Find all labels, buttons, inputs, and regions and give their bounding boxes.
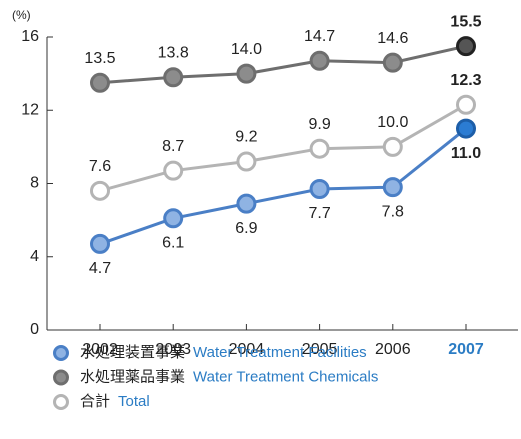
data-label: 15.5 — [450, 13, 481, 30]
y-axis-label: (%) — [12, 8, 31, 22]
y-tick-label: 8 — [30, 175, 39, 192]
marker — [382, 177, 403, 198]
legend-name-en: Water Treatment Chemicals — [193, 368, 378, 385]
y-tick-label: 12 — [21, 101, 39, 118]
legend-name: 水処理装置事業 — [80, 344, 185, 361]
data-label: 4.7 — [89, 260, 111, 277]
data-label: 13.8 — [158, 45, 189, 62]
legend-name-en: Total — [118, 393, 150, 410]
marker — [309, 138, 330, 159]
data-label: 7.7 — [308, 205, 330, 222]
marker — [456, 118, 476, 139]
marker — [309, 50, 330, 71]
x-tick-label: 2006 — [375, 341, 411, 358]
marker — [90, 72, 110, 93]
legend-marker — [53, 369, 69, 386]
data-label: 6.1 — [162, 235, 184, 252]
marker — [163, 208, 184, 229]
marker — [309, 178, 330, 199]
series-line — [99, 103, 467, 193]
legend-marker — [53, 394, 69, 410]
legend-marker — [53, 345, 69, 361]
x-tick-label: 2004 — [229, 341, 265, 358]
data-label: 14.6 — [377, 30, 408, 47]
marker — [456, 36, 476, 57]
legend-label: 水処理装置事業 Water Treatment Facilities — [80, 344, 367, 361]
marker — [382, 52, 403, 73]
x-tick-label: 2003 — [155, 341, 191, 358]
series-line — [99, 44, 467, 85]
marker — [90, 180, 110, 201]
marker — [456, 94, 476, 115]
marker — [90, 233, 110, 254]
data-label: 9.2 — [235, 129, 257, 146]
marker — [236, 63, 257, 84]
legend-name: 合計 — [80, 393, 110, 410]
data-label: 6.9 — [235, 220, 257, 237]
marker — [236, 151, 257, 172]
series-line — [99, 127, 467, 246]
x-tick-label: 2002 — [82, 341, 118, 358]
legend-label: 水処理薬品事業 Water Treatment Chemicals — [80, 368, 378, 385]
data-label: 8.7 — [162, 138, 184, 155]
data-label: 10.0 — [377, 114, 408, 131]
marker — [236, 193, 257, 214]
marker — [163, 160, 184, 181]
data-label: 11.0 — [451, 145, 481, 162]
x-tick-label: 2005 — [302, 341, 338, 358]
x-tick-label: 2007 — [448, 341, 484, 358]
data-label: 7.6 — [89, 158, 111, 175]
y-tick-label: 16 — [21, 28, 39, 45]
legend-label: 合計 Total — [80, 393, 150, 410]
data-label: 9.9 — [308, 116, 330, 133]
y-tick-label: 4 — [30, 248, 39, 265]
legend-name-en: Water Treatment Facilities — [193, 344, 367, 361]
marker — [163, 67, 184, 88]
legend-name: 水処理薬品事業 — [80, 368, 185, 385]
marker — [382, 136, 403, 157]
data-label: 14.0 — [231, 41, 262, 58]
y-tick-label: 0 — [30, 321, 39, 338]
data-label: 13.5 — [84, 50, 115, 67]
data-label: 14.7 — [304, 28, 335, 45]
data-label: 7.8 — [382, 203, 404, 220]
data-label: 12.3 — [450, 72, 481, 89]
